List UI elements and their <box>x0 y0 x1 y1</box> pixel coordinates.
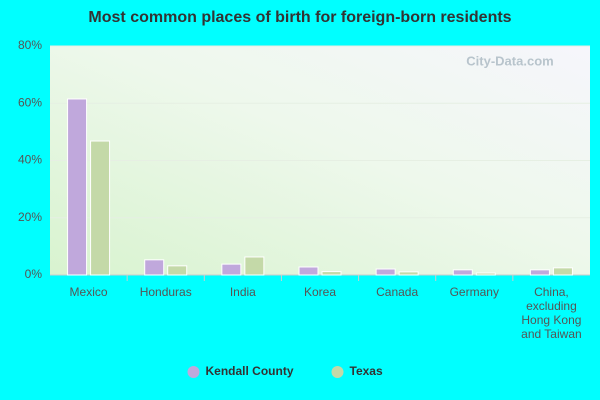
legend-label: Texas <box>350 364 383 378</box>
y-tick-label: 80% <box>18 38 42 52</box>
bar <box>529 269 550 276</box>
y-tick-label: 60% <box>18 95 42 109</box>
x-tick-label: Germany <box>449 285 499 299</box>
bar <box>221 263 242 276</box>
y-tick-label: 0% <box>25 267 43 281</box>
bar <box>298 266 319 276</box>
bar <box>90 140 111 276</box>
x-tick-label: Korea <box>303 285 337 299</box>
bar <box>67 98 88 276</box>
x-tick-label: Canada <box>376 285 419 299</box>
bar <box>244 256 265 276</box>
x-tick-label: Honduras <box>139 285 192 299</box>
bar <box>375 268 396 276</box>
legend-swatch <box>187 366 200 378</box>
watermark: City-Data.com <box>466 53 553 68</box>
x-tick-label: India <box>229 285 256 299</box>
y-tick-label: 40% <box>18 153 42 167</box>
bar <box>398 271 419 276</box>
legend-swatch <box>331 366 344 378</box>
chart-title: Most common places of birth for foreign-… <box>88 9 511 26</box>
y-tick-label: 20% <box>18 210 42 224</box>
bar <box>144 259 165 276</box>
x-tick-label: Mexico <box>69 285 108 299</box>
bar <box>321 271 342 276</box>
bar <box>475 272 496 276</box>
bar <box>452 269 473 276</box>
bar <box>552 267 573 276</box>
bar <box>167 265 188 276</box>
legend-label: Kendall County <box>206 364 294 378</box>
x-tick-label: China, excluding Hong Kong and Taiwan <box>521 285 582 341</box>
